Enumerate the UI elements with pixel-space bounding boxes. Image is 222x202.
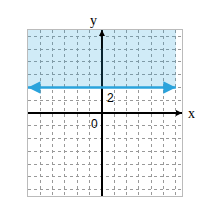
- svg-text:y: y: [90, 13, 97, 28]
- svg-text:x: x: [188, 106, 195, 121]
- svg-text:0: 0: [91, 117, 98, 131]
- svg-text:2: 2: [107, 91, 114, 105]
